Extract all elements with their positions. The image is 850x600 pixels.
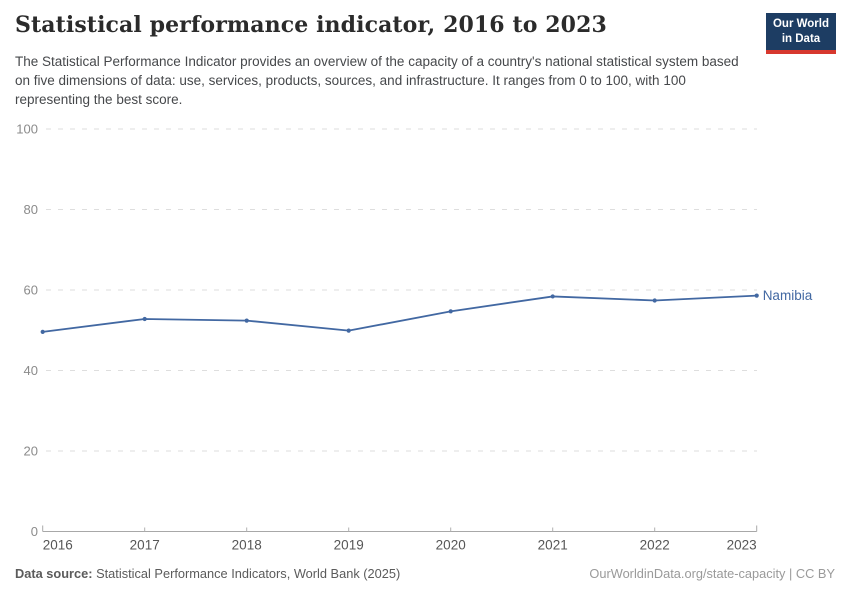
series-label: Namibia: [763, 288, 813, 303]
credit-link[interactable]: OurWorldinData.org/state-capacity | CC B…: [589, 566, 835, 581]
x-axis-tick-label: 2020: [436, 538, 466, 553]
data-point[interactable]: [754, 293, 759, 298]
owid-logo[interactable]: Our World in Data: [766, 13, 836, 54]
data-point[interactable]: [40, 329, 45, 334]
chart-subtitle: The Statistical Performance Indicator pr…: [15, 54, 739, 108]
data-line[interactable]: [42, 294, 757, 333]
chart-footer: Data source: Statistical Performance Ind…: [15, 566, 835, 581]
data-point[interactable]: [244, 318, 249, 323]
y-axis-tick-label: 60: [24, 283, 38, 298]
data-point[interactable]: [550, 294, 555, 299]
x-axis-tick-label: 2017: [130, 538, 160, 553]
owid-logo-red-bar: [766, 49, 836, 54]
y-axis-tick-label: 80: [24, 202, 38, 217]
data-source-value: Statistical Performance Indicators, Worl…: [96, 566, 401, 581]
x-axis-tick-label: 2023: [727, 538, 757, 553]
owid-logo-line1: Our World: [772, 18, 829, 30]
page-title: Statistical performance indicator, 2016 …: [15, 12, 607, 38]
x-axis-tick-label: 2018: [232, 538, 262, 553]
owid-logo-line2: in Data: [781, 32, 821, 45]
y-axis-tick-label: 40: [24, 363, 38, 378]
data-point[interactable]: [346, 328, 351, 333]
data-source: Data source: Statistical Performance Ind…: [15, 566, 400, 581]
line-chart[interactable]: 0 20 40 60 80 100 2016 2017 2018 2019 2020 2021 2022…: [0, 112, 850, 564]
data-point[interactable]: [142, 316, 147, 322]
y-axis-tick-label: 20: [24, 444, 38, 459]
x-axis-tick-label: 2021: [538, 538, 568, 553]
data-source-label: Data source:: [15, 566, 93, 581]
y-axis-tick-label: 0: [31, 524, 38, 539]
x-axis-tick-label: 2022: [640, 538, 670, 553]
data-point[interactable]: [652, 298, 657, 303]
data-point[interactable]: [448, 309, 453, 314]
x-axis-tick-label: 2019: [334, 538, 364, 553]
y-axis-tick-label: 100: [16, 122, 38, 137]
x-axis-tick-label: 2016: [43, 538, 73, 553]
